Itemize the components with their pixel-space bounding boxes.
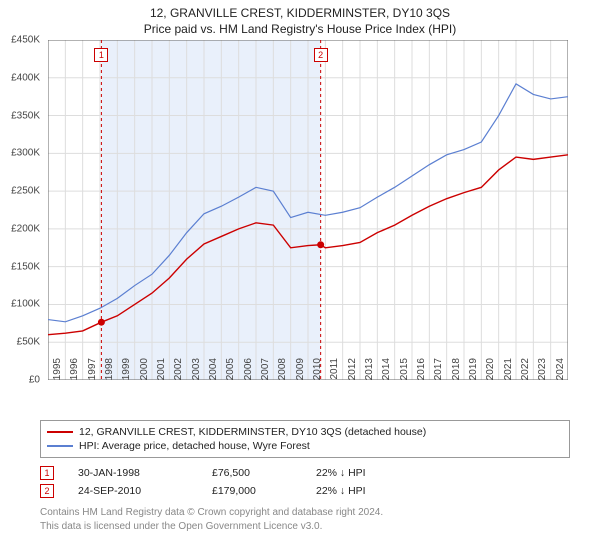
tx-price: £179,000 bbox=[212, 485, 292, 497]
tx-delta: 22% ↓ HPI bbox=[316, 467, 366, 479]
x-axis-label: 1996 bbox=[69, 358, 80, 388]
footer-line: Contains HM Land Registry data © Crown c… bbox=[40, 506, 570, 520]
x-axis-label: 2002 bbox=[173, 358, 184, 388]
transactions-table: 1 30-JAN-1998 £76,500 22% ↓ HPI 2 24-SEP… bbox=[40, 464, 570, 500]
x-axis-label: 2023 bbox=[537, 358, 548, 388]
x-axis-label: 2007 bbox=[260, 358, 271, 388]
chart-title-line1: 12, GRANVILLE CREST, KIDDERMINSTER, DY10… bbox=[0, 6, 600, 20]
footer-line: This data is licensed under the Open Gov… bbox=[40, 520, 570, 534]
tx-price: £76,500 bbox=[212, 467, 292, 479]
x-axis-label: 2020 bbox=[485, 358, 496, 388]
x-axis-label: 2000 bbox=[139, 358, 150, 388]
legend-label: 12, GRANVILLE CREST, KIDDERMINSTER, DY10… bbox=[79, 426, 426, 438]
legend-row: 12, GRANVILLE CREST, KIDDERMINSTER, DY10… bbox=[47, 425, 563, 439]
x-axis-label: 2017 bbox=[433, 358, 444, 388]
y-axis-label: £350K bbox=[11, 110, 40, 121]
x-axis-label: 2012 bbox=[347, 358, 358, 388]
tx-date: 30-JAN-1998 bbox=[78, 467, 188, 479]
table-row: 1 30-JAN-1998 £76,500 22% ↓ HPI bbox=[40, 464, 570, 482]
legend-swatch bbox=[47, 431, 73, 433]
tx-date: 24-SEP-2010 bbox=[78, 485, 188, 497]
y-axis-label: £150K bbox=[11, 261, 40, 272]
x-axis-label: 2019 bbox=[468, 358, 479, 388]
x-axis-label: 2003 bbox=[191, 358, 202, 388]
y-axis-label: £400K bbox=[11, 72, 40, 83]
table-row: 2 24-SEP-2010 £179,000 22% ↓ HPI bbox=[40, 482, 570, 500]
x-axis-label: 2004 bbox=[208, 358, 219, 388]
x-axis-label: 1997 bbox=[87, 358, 98, 388]
event-marker: 2 bbox=[314, 48, 328, 62]
y-axis-label: £450K bbox=[11, 35, 40, 46]
legend-label: HPI: Average price, detached house, Wyre… bbox=[79, 440, 310, 452]
x-axis-label: 2005 bbox=[225, 358, 236, 388]
chart-title-line2: Price paid vs. HM Land Registry's House … bbox=[0, 22, 600, 36]
footer-attribution: Contains HM Land Registry data © Crown c… bbox=[40, 506, 570, 533]
legend-box: 12, GRANVILLE CREST, KIDDERMINSTER, DY10… bbox=[40, 420, 570, 458]
x-axis-label: 2006 bbox=[243, 358, 254, 388]
x-axis-label: 2001 bbox=[156, 358, 167, 388]
x-axis-label: 2024 bbox=[555, 358, 566, 388]
x-axis-label: 2018 bbox=[451, 358, 462, 388]
event-marker: 2 bbox=[40, 484, 54, 498]
x-axis-label: 2014 bbox=[381, 358, 392, 388]
x-axis-label: 2013 bbox=[364, 358, 375, 388]
y-axis-label: £50K bbox=[17, 337, 40, 348]
x-axis-label: 2009 bbox=[295, 358, 306, 388]
x-axis-label: 2016 bbox=[416, 358, 427, 388]
y-axis-label: £300K bbox=[11, 148, 40, 159]
x-axis-label: 1998 bbox=[104, 358, 115, 388]
x-axis-label: 2010 bbox=[312, 358, 323, 388]
y-axis-label: £250K bbox=[11, 186, 40, 197]
x-axis-label: 2008 bbox=[277, 358, 288, 388]
x-axis-label: 2022 bbox=[520, 358, 531, 388]
x-axis-label: 1999 bbox=[121, 358, 132, 388]
legend-swatch bbox=[47, 445, 73, 447]
legend-row: HPI: Average price, detached house, Wyre… bbox=[47, 439, 563, 453]
chart-svg bbox=[48, 40, 568, 380]
chart-area: £0 £50K £100K £150K £200K £250K £300K £350K £400… bbox=[0, 36, 600, 416]
x-axis-label: 2021 bbox=[503, 358, 514, 388]
y-axis-label: £0 bbox=[29, 375, 40, 386]
x-axis-label: 1995 bbox=[52, 358, 63, 388]
tx-delta: 22% ↓ HPI bbox=[316, 485, 366, 497]
x-axis-label: 2015 bbox=[399, 358, 410, 388]
y-axis-label: £200K bbox=[11, 223, 40, 234]
event-marker: 1 bbox=[94, 48, 108, 62]
x-axis-label: 2011 bbox=[329, 358, 340, 388]
event-marker: 1 bbox=[40, 466, 54, 480]
y-axis-label: £100K bbox=[11, 299, 40, 310]
